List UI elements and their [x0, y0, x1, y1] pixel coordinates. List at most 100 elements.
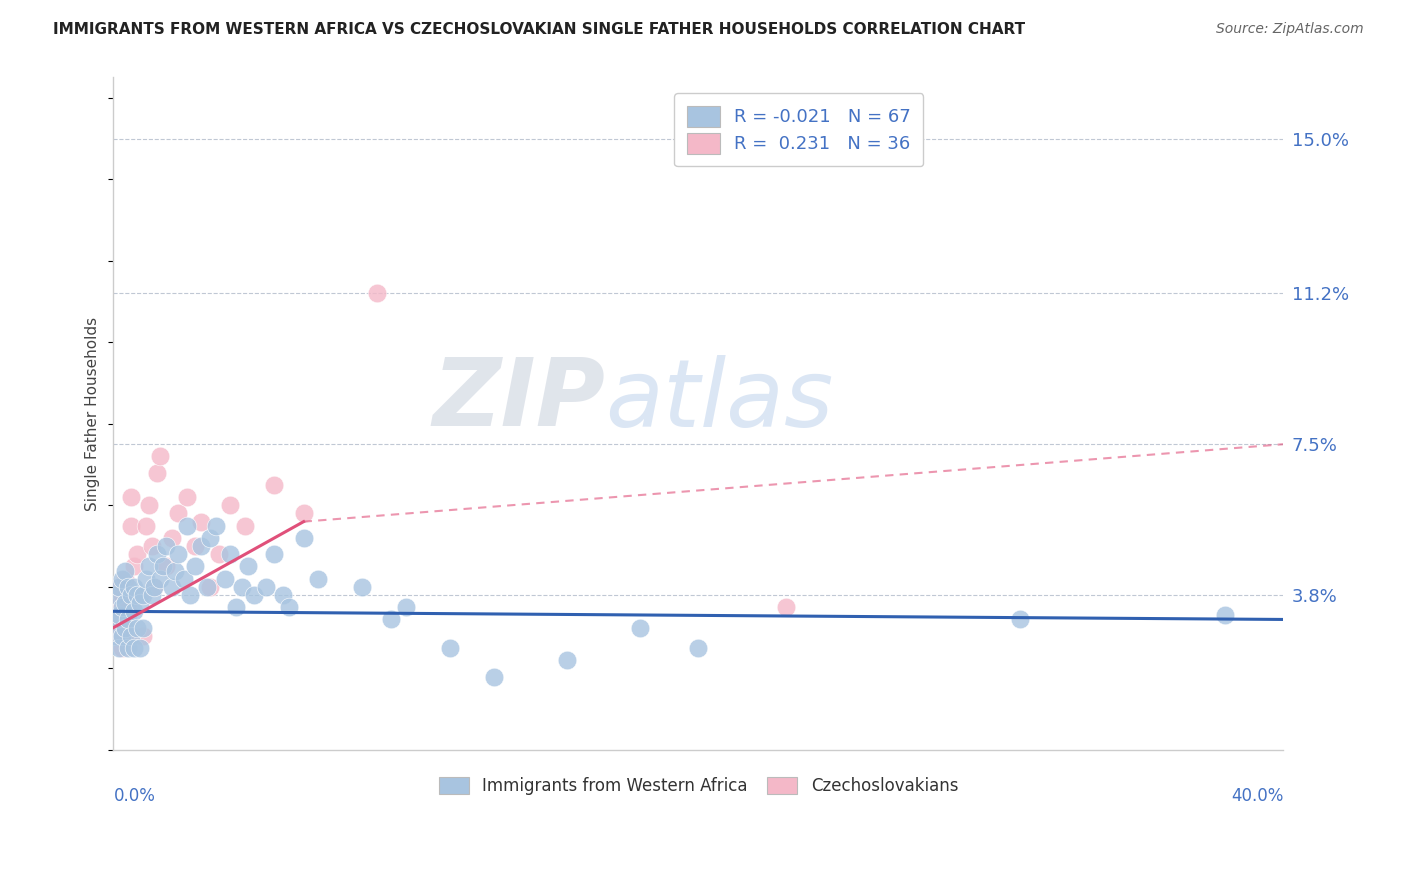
Point: [132, 629, 155, 643]
Point: [105, 612, 128, 626]
Point: [122, 604, 145, 618]
Point: [111, 629, 134, 643]
Point: [555, 653, 578, 667]
Point: [135, 518, 157, 533]
Point: [155, 559, 177, 574]
Point: [233, 518, 256, 533]
Point: [122, 580, 145, 594]
Point: [122, 640, 145, 655]
Point: [128, 588, 150, 602]
Point: [120, 518, 142, 533]
Point: [236, 559, 259, 574]
Point: [117, 596, 139, 610]
Point: [128, 640, 150, 655]
Point: [125, 588, 148, 602]
Point: [176, 490, 198, 504]
Point: [263, 478, 285, 492]
Point: [688, 640, 710, 655]
Point: [114, 621, 136, 635]
Point: [114, 572, 136, 586]
Point: [114, 564, 136, 578]
Point: [111, 588, 134, 602]
Point: [160, 580, 183, 594]
Point: [138, 559, 160, 574]
Point: [117, 640, 139, 655]
Point: [179, 588, 201, 602]
Point: [125, 621, 148, 635]
Point: [184, 539, 207, 553]
Y-axis label: Single Father Households: Single Father Households: [86, 317, 100, 511]
Point: [132, 621, 155, 635]
Point: [143, 580, 166, 594]
Point: [114, 596, 136, 610]
Point: [775, 600, 797, 615]
Point: [243, 588, 266, 602]
Point: [1010, 612, 1032, 626]
Point: [120, 629, 142, 643]
Point: [184, 559, 207, 574]
Text: 0.0%: 0.0%: [114, 787, 156, 805]
Point: [120, 490, 142, 504]
Point: [292, 507, 315, 521]
Point: [149, 450, 172, 464]
Point: [105, 629, 128, 643]
Point: [307, 572, 329, 586]
Point: [628, 621, 651, 635]
Point: [149, 572, 172, 586]
Point: [208, 547, 231, 561]
Point: [380, 612, 402, 626]
Point: [160, 531, 183, 545]
Point: [219, 499, 242, 513]
Point: [439, 640, 461, 655]
Point: [141, 539, 163, 553]
Point: [111, 640, 134, 655]
Point: [166, 547, 188, 561]
Point: [190, 515, 212, 529]
Point: [219, 547, 242, 561]
Point: [163, 564, 186, 578]
Point: [108, 612, 131, 626]
Text: Source: ZipAtlas.com: Source: ZipAtlas.com: [1216, 22, 1364, 37]
Point: [146, 466, 169, 480]
Point: [152, 559, 174, 574]
Point: [166, 507, 188, 521]
Point: [108, 640, 131, 655]
Point: [231, 580, 253, 594]
Point: [143, 580, 166, 594]
Point: [122, 559, 145, 574]
Point: [128, 596, 150, 610]
Point: [117, 629, 139, 643]
Point: [214, 572, 236, 586]
Point: [271, 588, 294, 602]
Point: [105, 600, 128, 615]
Point: [205, 518, 228, 533]
Point: [108, 580, 131, 594]
Point: [120, 588, 142, 602]
Point: [198, 580, 221, 594]
Text: ZIP: ZIP: [432, 354, 605, 446]
Point: [108, 580, 131, 594]
Point: [352, 580, 374, 594]
Point: [117, 580, 139, 594]
Point: [146, 547, 169, 561]
Point: [138, 499, 160, 513]
Legend: Immigrants from Western Africa, Czechoslovakians: Immigrants from Western Africa, Czechosl…: [432, 771, 965, 802]
Point: [176, 518, 198, 533]
Point: [155, 539, 177, 553]
Point: [111, 572, 134, 586]
Text: atlas: atlas: [605, 355, 834, 446]
Point: [173, 572, 195, 586]
Point: [254, 580, 277, 594]
Point: [292, 531, 315, 545]
Point: [225, 600, 247, 615]
Point: [366, 286, 388, 301]
Text: IMMIGRANTS FROM WESTERN AFRICA VS CZECHOSLOVAKIAN SINGLE FATHER HOUSEHOLDS CORRE: IMMIGRANTS FROM WESTERN AFRICA VS CZECHO…: [53, 22, 1025, 37]
Point: [395, 600, 418, 615]
Point: [278, 600, 301, 615]
Point: [195, 580, 218, 594]
Point: [132, 588, 155, 602]
Point: [108, 608, 131, 623]
Text: 40.0%: 40.0%: [1232, 787, 1284, 805]
Point: [135, 572, 157, 586]
Point: [117, 612, 139, 626]
